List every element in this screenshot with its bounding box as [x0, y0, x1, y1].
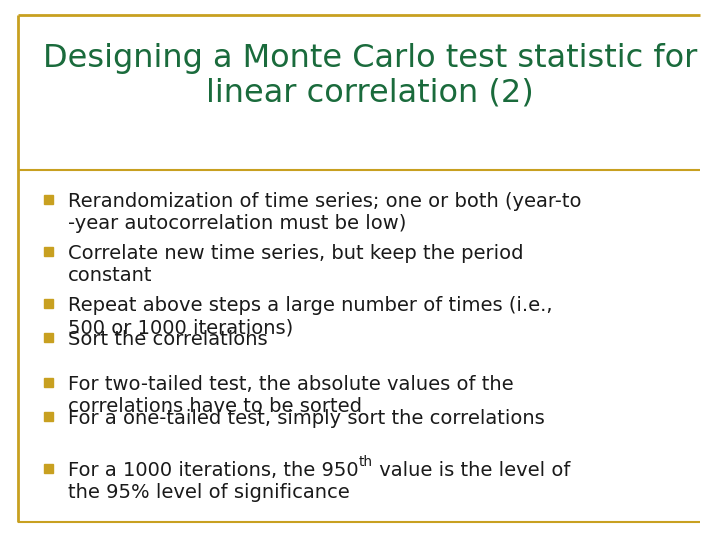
Bar — [43, 463, 53, 472]
Bar — [43, 377, 53, 387]
Text: correlations have to be sorted: correlations have to be sorted — [68, 397, 362, 416]
Bar — [43, 194, 53, 204]
Text: For a one-tailed test, simply sort the correlations: For a one-tailed test, simply sort the c… — [68, 409, 545, 428]
Text: Repeat above steps a large number of times (i.e.,: Repeat above steps a large number of tim… — [68, 296, 552, 315]
Text: -year autocorrelation must be low): -year autocorrelation must be low) — [68, 214, 406, 233]
Text: value is the level of: value is the level of — [373, 461, 570, 480]
Bar — [43, 299, 53, 307]
Text: Designing a Monte Carlo test statistic for: Designing a Monte Carlo test statistic f… — [42, 43, 697, 74]
Text: For two-tailed test, the absolute values of the: For two-tailed test, the absolute values… — [68, 375, 513, 394]
Text: th: th — [359, 455, 373, 469]
Text: Sort the correlations: Sort the correlations — [68, 330, 268, 349]
Bar — [43, 411, 53, 421]
Text: the 95% level of significance: the 95% level of significance — [68, 483, 350, 502]
Text: Correlate new time series, but keep the period: Correlate new time series, but keep the … — [68, 244, 523, 263]
Text: Rerandomization of time series; one or both (year-to: Rerandomization of time series; one or b… — [68, 192, 582, 211]
Text: 500 or 1000 iterations): 500 or 1000 iterations) — [68, 318, 293, 337]
Text: For a 1000 iterations, the 950: For a 1000 iterations, the 950 — [68, 461, 359, 480]
Text: constant: constant — [68, 266, 153, 285]
Bar — [43, 333, 53, 341]
Bar — [43, 246, 53, 255]
Text: linear correlation (2): linear correlation (2) — [206, 78, 534, 109]
